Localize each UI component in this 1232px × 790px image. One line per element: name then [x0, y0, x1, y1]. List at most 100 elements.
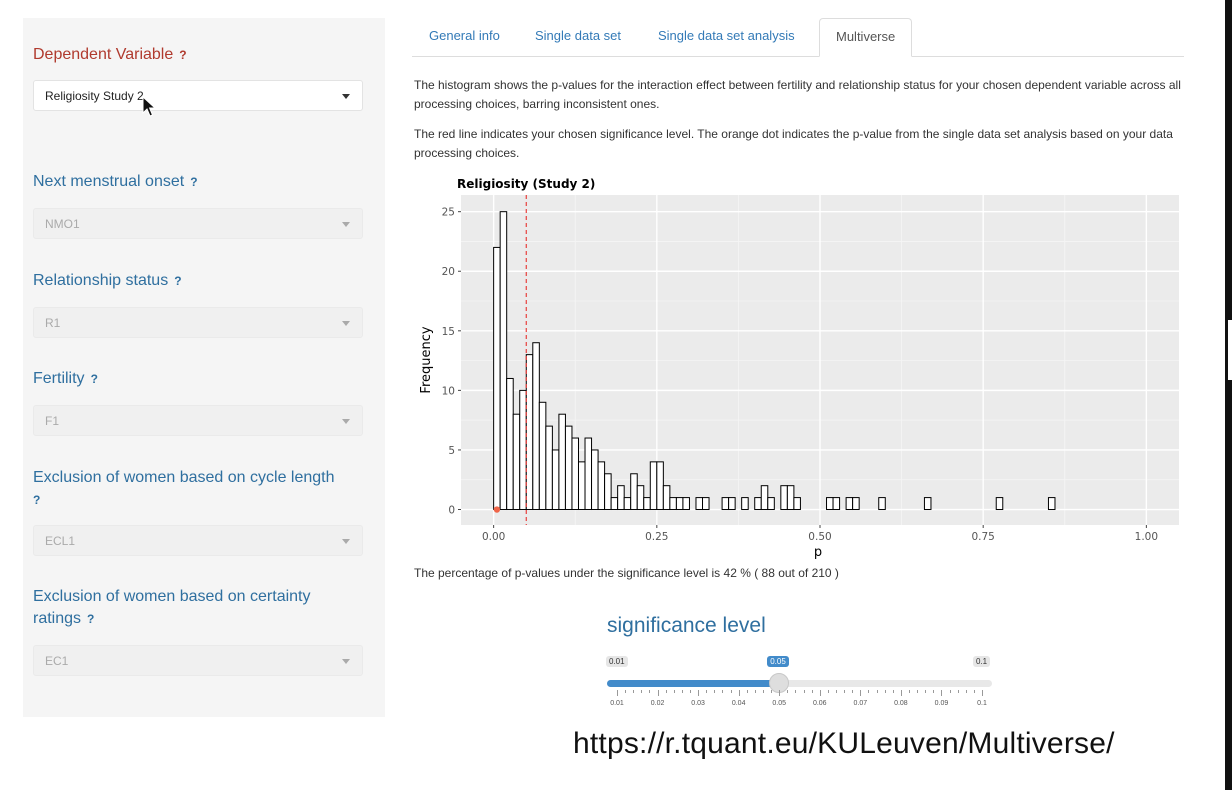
slider-tick-label: 0.09 — [934, 700, 949, 707]
histogram-bar — [754, 497, 762, 511]
tab-single-data-set[interactable]: Single data set — [535, 28, 622, 43]
slider-min-label: 0.01 — [606, 656, 628, 667]
slider-tick — [909, 690, 910, 693]
slider-tick — [795, 690, 797, 693]
histogram-bar — [617, 485, 625, 511]
next-menstrual-onset-label: Next menstrual onset? — [33, 173, 198, 190]
histogram-bar — [845, 497, 854, 511]
histogram-bar — [584, 437, 593, 511]
chevron-down-icon — [342, 659, 350, 664]
histogram-bar — [591, 449, 599, 511]
slider-tick — [868, 690, 870, 693]
slider-tick — [925, 690, 927, 693]
histogram-bar — [878, 497, 886, 511]
chevron-down-icon — [342, 539, 350, 544]
slider-tick-label: 0.03 — [691, 700, 705, 707]
histogram-bar — [995, 497, 1004, 511]
relationship-status-select[interactable]: R1 — [33, 307, 363, 338]
histogram-bar — [512, 413, 521, 511]
significance-description: The red line indicates your chosen signi… — [414, 127, 1173, 160]
y-tick-label: 5 — [448, 445, 455, 457]
histogram-bar — [577, 461, 586, 511]
slider-tick-label: 0.1 — [977, 700, 987, 707]
certainty-exclusion-select[interactable]: EC1 — [33, 645, 363, 676]
histogram-bar — [702, 497, 710, 511]
y-tick-label: 10 — [442, 385, 455, 397]
slider-tick — [714, 690, 716, 693]
histogram-bar — [643, 497, 651, 511]
slider-tick — [860, 690, 862, 696]
slider-tick — [941, 690, 943, 696]
histogram-bar — [662, 485, 671, 511]
histogram-bar — [721, 497, 730, 511]
y-axis-label: Frequency — [419, 326, 434, 393]
help-icon[interactable]: ? — [33, 493, 41, 507]
help-icon[interactable]: ? — [179, 48, 187, 62]
histogram-bar — [558, 413, 566, 511]
histogram-bar — [852, 497, 860, 511]
tab-bar: General info Single data set Single data… — [412, 18, 1184, 57]
help-icon[interactable]: ? — [174, 274, 182, 288]
slider-tick — [884, 690, 886, 693]
slider-tick — [836, 690, 837, 693]
fertility-select[interactable]: F1 — [33, 405, 363, 436]
histogram-bar — [923, 497, 932, 511]
app-url: https://r.tquant.eu/KULeuven/Multiverse/ — [573, 727, 1115, 760]
y-tick-label: 25 — [442, 207, 455, 219]
slider-tick — [730, 690, 732, 693]
histogram-bar — [669, 497, 677, 511]
cycle-length-exclusion-select[interactable]: ECL1 — [33, 525, 363, 556]
dependent-variable-select[interactable]: Religiosity Study 2 — [33, 80, 363, 111]
histogram-bar — [741, 497, 749, 511]
certainty-exclusion-value: EC1 — [45, 654, 69, 668]
slider-tick — [933, 690, 935, 693]
tab-single-data-set-analysis[interactable]: Single data set analysis — [658, 28, 795, 43]
histogram-bar — [760, 485, 769, 511]
slider-tick — [673, 690, 675, 693]
x-axis-label: p — [814, 545, 822, 560]
slider-tick — [827, 690, 829, 693]
slider-tick — [738, 690, 740, 696]
histogram-bar — [832, 497, 841, 511]
slider-tick — [657, 690, 659, 696]
slider-tick — [633, 690, 635, 693]
histogram-bar — [538, 401, 547, 511]
slider-tick — [844, 690, 846, 693]
histogram-bar — [499, 211, 508, 511]
cycle-length-exclusion-value: ECL1 — [45, 534, 76, 548]
next-menstrual-onset-select[interactable]: NMO1 — [33, 208, 363, 239]
tab-multiverse[interactable]: Multiverse — [819, 18, 913, 57]
fertility-value: F1 — [45, 414, 60, 428]
slider-tick — [900, 690, 902, 696]
slider-tick — [852, 690, 854, 693]
tab-general-info[interactable]: General info — [429, 28, 500, 43]
relationship-status-value: R1 — [45, 316, 61, 330]
y-tick-label: 20 — [442, 266, 455, 278]
histogram-bar — [564, 425, 573, 511]
significance-level-slider[interactable]: 0.01 0.1 0.05 0.01 0.02 0.03 0.04 0.05 0.06 0.… — [600, 650, 1000, 710]
histogram-bar — [636, 485, 645, 511]
slider-tick — [779, 690, 781, 696]
chevron-down-icon — [342, 222, 350, 227]
histogram-bar — [545, 425, 553, 511]
slider-tick-label: 0.05 — [772, 700, 787, 707]
slider-tick — [617, 690, 618, 696]
help-icon[interactable]: ? — [190, 175, 198, 189]
slider-tick — [771, 690, 773, 693]
slider-tick — [641, 690, 643, 693]
slider-tick — [973, 690, 975, 693]
histogram-bar — [519, 389, 527, 511]
slider-tick — [811, 690, 813, 693]
histogram-bar — [551, 449, 560, 511]
slider-track[interactable] — [607, 680, 992, 687]
help-icon[interactable]: ? — [90, 372, 98, 386]
slider-tick-label: 0.06 — [812, 700, 827, 707]
histogram-bar — [532, 342, 540, 511]
chevron-down-icon — [342, 94, 350, 99]
histogram-bar — [623, 497, 632, 511]
slider-tick — [819, 690, 821, 696]
histogram-bar — [649, 461, 658, 511]
help-icon[interactable]: ? — [87, 612, 95, 626]
histogram-bar — [780, 485, 788, 511]
cycle-length-exclusion-label: Exclusion of women based on cycle length… — [33, 469, 335, 507]
